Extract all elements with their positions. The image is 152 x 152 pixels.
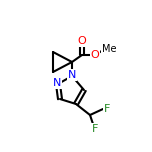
Text: O: O <box>91 50 99 60</box>
Text: F: F <box>92 124 98 134</box>
Text: N: N <box>68 70 76 80</box>
Text: N: N <box>53 78 61 88</box>
Text: Me: Me <box>102 44 116 54</box>
Text: F: F <box>104 104 110 114</box>
Text: O: O <box>78 36 86 46</box>
